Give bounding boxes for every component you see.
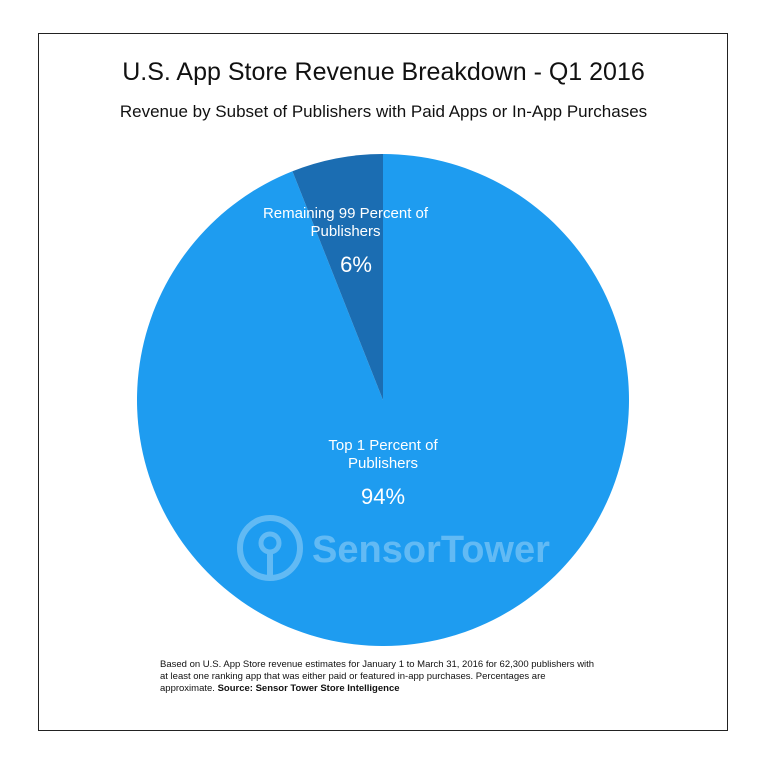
slice-label: Top 1 Percent of Publishers xyxy=(328,437,438,472)
pie-slice xyxy=(292,154,383,400)
value-label: 94% xyxy=(360,484,406,509)
source: Source: Sensor Tower Store Intelligence xyxy=(217,683,400,694)
watermark-icon xyxy=(258,531,282,555)
slice-label: Remaining 99 Percent of Publishers xyxy=(262,205,429,240)
value-label: 6% xyxy=(340,252,372,277)
watermark: SensorTower xyxy=(237,515,550,581)
footnote-text: Based on U.S. App Store revenue estimate… xyxy=(160,659,595,694)
watermark-icon xyxy=(237,515,303,581)
footnote: Based on U.S. App Store revenue estimate… xyxy=(160,659,600,695)
pie xyxy=(136,154,630,646)
frame xyxy=(38,33,728,731)
chart-title: U.S. App Store Revenue Breakdown - Q1 20… xyxy=(122,58,645,86)
watermark-text: SensorTower xyxy=(312,529,550,571)
chart-subtitle: Revenue by Subset of Publishers with Pai… xyxy=(119,102,648,121)
